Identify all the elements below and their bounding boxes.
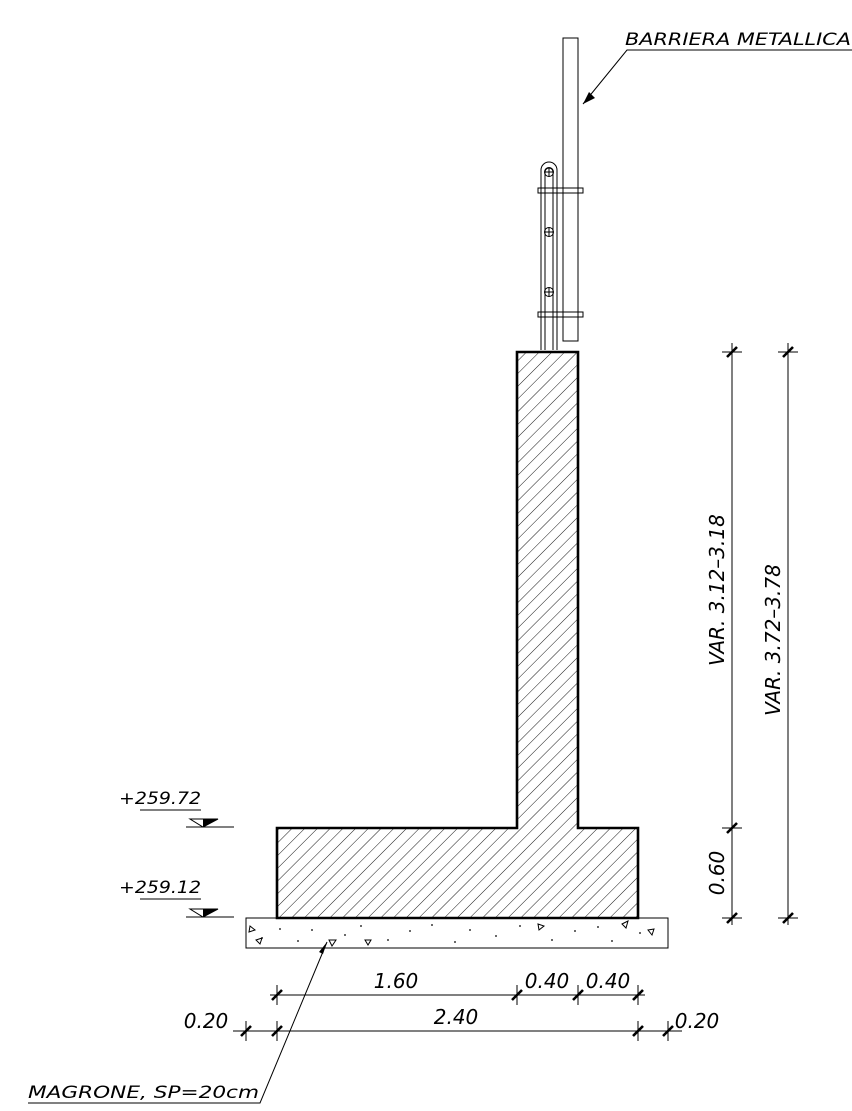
barrier-post	[540, 161, 558, 350]
barrier-bracket	[537, 311, 584, 318]
dim-horizontal-total	[233, 1021, 682, 1041]
dim-footing-height-label: 0.60	[705, 851, 729, 896]
elevation-top-label: +259.72	[119, 789, 201, 809]
barrier-leader	[582, 49, 852, 105]
concrete-wall-section	[275, 350, 640, 920]
magrone-leader	[28, 941, 328, 1104]
barrier-bracket	[537, 187, 584, 194]
metal-barrier	[537, 37, 584, 350]
barrier-rail	[562, 37, 579, 342]
bolt-icon	[544, 227, 554, 237]
barrier-label: BARRIERA METALLICA	[625, 30, 851, 50]
dim-offset-left-label: 0.20	[184, 1009, 229, 1033]
dim-footing-width-label: 2.40	[434, 1005, 479, 1029]
dim-heel-label: 0.40	[586, 969, 631, 993]
dim-horizontal-parts	[270, 985, 645, 1005]
barrier-post-inner	[544, 167, 554, 350]
dim-offset-right-label: 0.20	[675, 1009, 720, 1033]
dim-total-height-label: VAR. 3.72–3.78	[761, 564, 785, 716]
dim-wall-height-label: VAR. 3.12–3.18	[705, 514, 729, 666]
elevation-marker-top	[140, 809, 234, 828]
magrone-label: MAGRONE, SP=20cm	[28, 1083, 259, 1103]
dim-stem-label: 0.40	[525, 969, 570, 993]
elevation-marker-bottom	[140, 898, 234, 918]
lean-concrete-layer	[245, 917, 669, 949]
dim-toe-label: 1.60	[374, 969, 419, 993]
bolt-icon	[544, 287, 554, 297]
bolt-icon	[544, 167, 554, 177]
elevation-bottom-label: +259.12	[119, 878, 201, 898]
dim-vertical-inner	[722, 343, 742, 925]
dim-vertical-outer	[778, 343, 798, 925]
